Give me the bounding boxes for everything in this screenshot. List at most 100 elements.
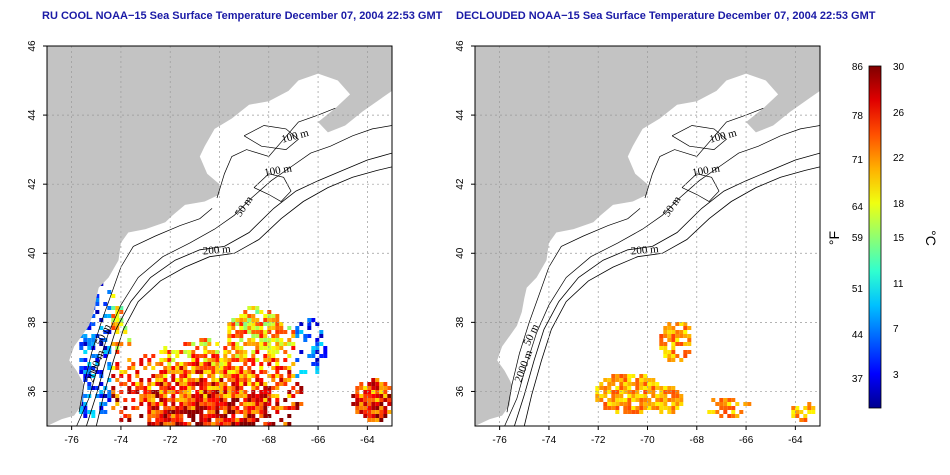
sst-pixel	[87, 362, 92, 366]
sst-pixel	[259, 366, 264, 370]
sst-pixel	[603, 378, 608, 382]
sst-pixel	[183, 410, 188, 414]
sst-pixel	[199, 366, 204, 370]
sst-pixel	[255, 346, 260, 350]
sst-pixel	[119, 306, 124, 310]
sst-pixel	[291, 362, 296, 366]
longitude-tick-label: -68	[690, 435, 705, 446]
sst-pixel	[119, 382, 124, 386]
sst-pixel	[215, 378, 220, 382]
sst-pixel	[155, 378, 160, 382]
sst-pixel	[239, 346, 244, 350]
sst-pixel	[263, 382, 268, 386]
sst-pixel	[111, 306, 116, 310]
sst-pixel	[643, 394, 648, 398]
sst-pixel	[231, 414, 236, 418]
sst-pixel	[207, 398, 212, 402]
axis-ticks: -76 -74 -72 -70 -68 -66 -64 36 38 40 42 44 46	[27, 40, 375, 446]
sst-pixel	[711, 410, 716, 414]
sst-pixel	[203, 414, 208, 418]
sst-pixel	[239, 350, 244, 354]
sst-pixel	[99, 382, 104, 386]
sst-pixel	[315, 342, 320, 346]
sst-pixel	[351, 394, 356, 398]
sst-pixel	[271, 386, 276, 390]
sst-pixel	[187, 426, 191, 430]
sst-pixel	[683, 354, 688, 358]
sst-pixel	[191, 366, 196, 370]
sst-pixel	[243, 426, 247, 430]
sst-pixel	[659, 338, 664, 342]
longitude-tick-label: -68	[262, 435, 277, 446]
sst-pixel	[723, 398, 728, 402]
sst-pixel	[87, 326, 92, 330]
sst-pixel	[83, 374, 88, 378]
sst-pixel	[207, 382, 212, 386]
sst-pixel	[611, 394, 616, 398]
sst-pixel	[199, 418, 204, 422]
sst-pixel	[255, 306, 260, 310]
sst-pixel	[679, 334, 684, 338]
sst-pixel	[159, 362, 164, 366]
sst-pixel	[259, 362, 264, 366]
sst-pixel	[215, 398, 220, 402]
sst-pixel	[379, 402, 384, 406]
latitude-tick-label: 38	[455, 316, 466, 328]
sst-pixel	[711, 398, 716, 402]
sst-pixel	[163, 374, 168, 378]
sst-pixel	[123, 370, 128, 374]
sst-pixel	[107, 314, 112, 318]
sst-pixel	[619, 394, 624, 398]
sst-pixel	[195, 366, 200, 370]
sst-pixel	[171, 426, 175, 430]
sst-pixel	[159, 402, 164, 406]
sst-pixel	[811, 410, 816, 414]
fahrenheit-unit: °F	[826, 231, 842, 245]
sst-pixel	[195, 346, 200, 350]
sst-pixel	[267, 354, 272, 358]
sst-pixel	[231, 410, 236, 414]
sst-pixel	[223, 350, 228, 354]
sst-pixel	[251, 394, 256, 398]
sst-pixel	[147, 414, 152, 418]
sst-pixel	[143, 386, 148, 390]
sst-pixel	[83, 350, 88, 354]
sst-pixel	[599, 398, 604, 402]
sst-pixel	[319, 334, 324, 338]
sst-pixel	[215, 366, 220, 370]
sst-pixel	[267, 358, 272, 362]
sst-pixel	[203, 422, 208, 426]
sst-pixel	[251, 338, 256, 342]
sst-pixel	[639, 374, 644, 378]
sst-pixel	[91, 410, 96, 414]
sst-pixel	[167, 398, 172, 402]
latitude-tick-label: 44	[455, 109, 466, 121]
sst-pixel	[267, 414, 272, 418]
sst-pixel	[79, 346, 84, 350]
sst-pixel	[679, 342, 684, 346]
sst-pixel	[743, 402, 748, 406]
sst-pixel	[243, 414, 248, 418]
sst-pixel	[211, 362, 216, 366]
sst-pixel	[267, 398, 272, 402]
sst-pixel	[639, 382, 644, 386]
sst-pixel	[87, 374, 92, 378]
sst-pixel	[83, 410, 88, 414]
sst-pixel	[199, 342, 204, 346]
sst-pixel	[287, 414, 292, 418]
sst-pixel	[255, 382, 260, 386]
sst-pixel	[359, 394, 364, 398]
sst-pixel	[263, 314, 268, 318]
sst-pixel	[207, 370, 212, 374]
sst-pixel	[255, 358, 260, 362]
sst-pixel	[79, 370, 84, 374]
sst-pixel	[111, 394, 116, 398]
sst-pixel	[359, 402, 364, 406]
sst-pixel	[155, 394, 160, 398]
sst-pixel	[619, 378, 624, 382]
sst-pixel	[295, 326, 300, 330]
sst-pixel	[295, 334, 300, 338]
sst-pixel	[271, 318, 276, 322]
sst-pixel	[227, 386, 232, 390]
celsius-unit: °C	[923, 230, 939, 246]
